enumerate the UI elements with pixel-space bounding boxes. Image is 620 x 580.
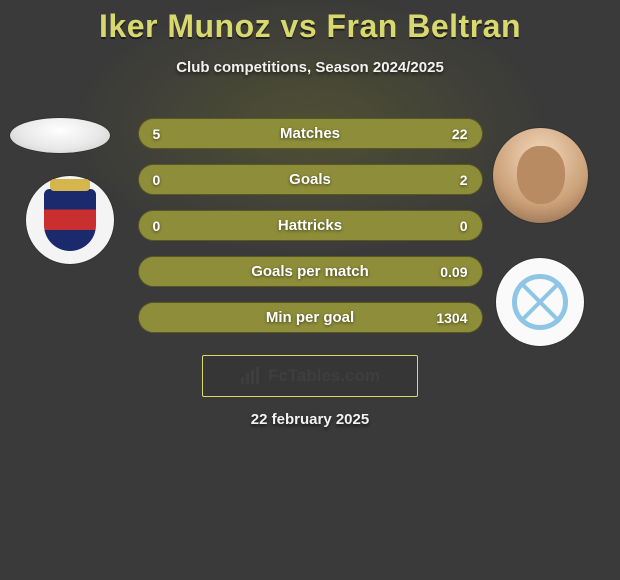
stat-row-matches: 5 Matches 22 xyxy=(138,118,483,149)
club-badge-right xyxy=(496,258,584,346)
stat-label: Goals per match xyxy=(251,263,369,280)
stats-list: 5 Matches 22 0 Goals 2 0 Hattricks 0 Goa… xyxy=(138,118,483,333)
stat-row-min-per-goal: Min per goal 1304 xyxy=(138,302,483,333)
stat-fill-right xyxy=(202,119,482,148)
comparison-card: Iker Munoz vs Fran Beltran Club competit… xyxy=(0,0,620,445)
page-title: Iker Munoz vs Fran Beltran xyxy=(99,8,521,45)
stat-value-left: 5 xyxy=(153,126,161,142)
stat-value-right: 2 xyxy=(460,172,468,188)
stat-row-hattricks: 0 Hattricks 0 xyxy=(138,210,483,241)
brand-badge: FcTables.com xyxy=(202,355,418,397)
stat-value-left: 0 xyxy=(153,218,161,234)
stat-value-right: 0.09 xyxy=(440,264,467,280)
brand-text: FcTables.com xyxy=(268,366,380,386)
avatar-right-player xyxy=(493,128,588,223)
stat-value-left: 0 xyxy=(153,172,161,188)
stat-row-goals: 0 Goals 2 xyxy=(138,164,483,195)
stat-value-right: 1304 xyxy=(436,310,467,326)
stat-label: Matches xyxy=(280,125,340,142)
page-date: 22 february 2025 xyxy=(251,411,369,428)
stat-label: Goals xyxy=(289,171,331,188)
page-subtitle: Club competitions, Season 2024/2025 xyxy=(176,59,444,76)
stat-row-goals-per-match: Goals per match 0.09 xyxy=(138,256,483,287)
celta-crest-icon xyxy=(512,274,568,330)
bar-chart-icon xyxy=(240,367,262,385)
osasuna-crest-icon xyxy=(44,189,96,251)
stat-fill-left xyxy=(139,119,202,148)
stat-label: Min per goal xyxy=(266,309,354,326)
avatar-left-player xyxy=(10,118,110,153)
stat-label: Hattricks xyxy=(278,217,342,234)
stat-value-right: 22 xyxy=(452,126,468,142)
stat-value-right: 0 xyxy=(460,218,468,234)
club-badge-left xyxy=(26,176,114,264)
